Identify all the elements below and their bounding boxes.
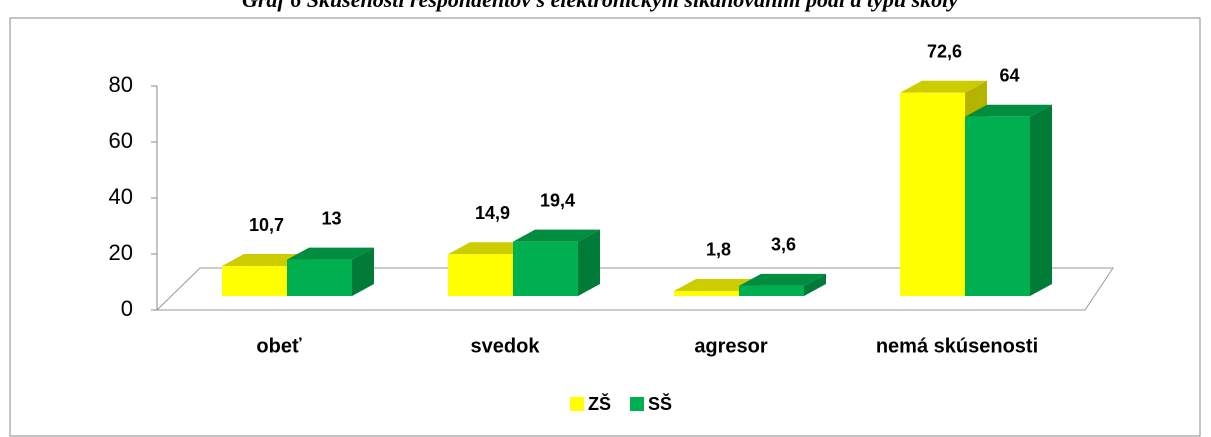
bar	[900, 92, 965, 296]
bar-top	[739, 273, 826, 286]
bar-top	[900, 80, 987, 93]
y-tick-label: 40	[109, 184, 133, 209]
value-label: 14,9	[475, 203, 510, 223]
bar-side	[804, 273, 826, 296]
x-tick-label: svedok	[471, 335, 541, 357]
value-label: 3,6	[771, 235, 796, 255]
value-label: 10,7	[249, 215, 284, 235]
floor	[155, 267, 1114, 311]
value-label: 72,6	[927, 41, 962, 61]
bar-top	[287, 247, 374, 260]
bar	[287, 259, 352, 296]
y-tick-label: 60	[109, 128, 133, 153]
bar	[448, 254, 513, 296]
x-tick-label: nemá skúsenosti	[876, 335, 1038, 357]
value-label: 13	[321, 208, 341, 228]
x-tick-label: agresor	[694, 335, 768, 357]
bar	[674, 290, 739, 296]
legend-swatch	[570, 397, 584, 411]
y-tick-label: 0	[121, 296, 133, 321]
bar-side	[578, 229, 600, 296]
legend-swatch	[630, 397, 644, 411]
bar-side	[352, 247, 374, 296]
legend-label: SŠ	[648, 393, 672, 414]
bar	[965, 116, 1030, 296]
bar-side	[1030, 104, 1052, 296]
x-tick-label: obeť	[256, 335, 302, 357]
bar-top	[513, 229, 600, 242]
bar	[222, 266, 287, 296]
value-label: 64	[999, 66, 1019, 86]
y-tick-label: 20	[109, 240, 133, 265]
legend-label: ZŠ	[588, 393, 611, 414]
bar-top	[965, 104, 1052, 117]
value-label: 1,8	[706, 240, 731, 260]
chart-title: Graf 6 Skúsenosti respondentov s elektro…	[242, 0, 958, 12]
y-tick-label: 80	[109, 72, 133, 97]
value-label: 19,4	[540, 190, 575, 210]
bar	[513, 241, 578, 296]
bar	[739, 285, 804, 296]
